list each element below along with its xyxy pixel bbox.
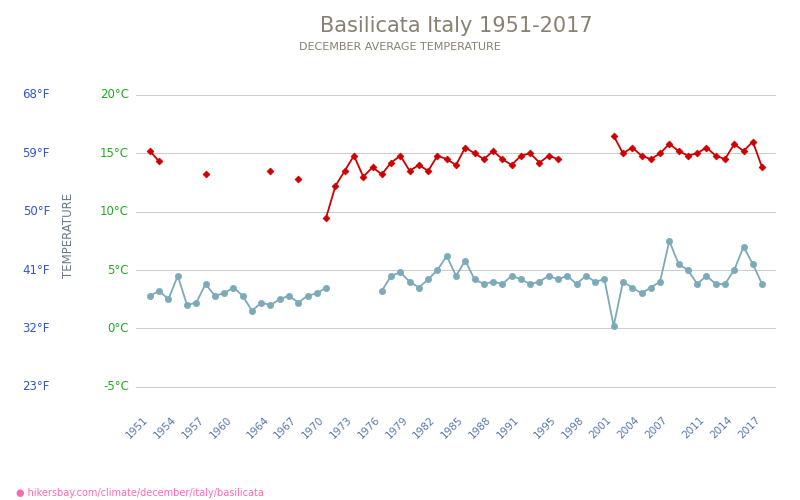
- Title: Basilicata Italy 1951-2017: Basilicata Italy 1951-2017: [320, 16, 592, 36]
- Legend: NIGHT, DAY: NIGHT, DAY: [384, 496, 528, 500]
- DAY: [433, 152, 442, 158]
- Text: 0°C: 0°C: [107, 322, 129, 335]
- NIGHT: [238, 292, 247, 298]
- NIGHT: [618, 278, 628, 284]
- NIGHT: [219, 290, 229, 296]
- Text: TEMPERATURE: TEMPERATURE: [62, 192, 75, 278]
- Text: 68°F: 68°F: [22, 88, 50, 102]
- Text: 23°F: 23°F: [22, 380, 50, 393]
- NIGHT: [720, 281, 730, 287]
- Text: DECEMBER AVERAGE TEMPERATURE: DECEMBER AVERAGE TEMPERATURE: [299, 42, 501, 52]
- DAY: [758, 164, 767, 170]
- Text: -5°C: -5°C: [103, 380, 129, 393]
- Text: 59°F: 59°F: [22, 147, 50, 160]
- NIGHT: [433, 267, 442, 273]
- DAY: [145, 148, 154, 154]
- Text: 41°F: 41°F: [22, 264, 50, 276]
- DAY: [618, 150, 628, 156]
- NIGHT: [758, 281, 767, 287]
- DAY: [405, 168, 414, 174]
- Text: 15°C: 15°C: [100, 147, 129, 160]
- Text: 10°C: 10°C: [100, 205, 129, 218]
- NIGHT: [145, 292, 154, 298]
- Text: 5°C: 5°C: [107, 264, 129, 276]
- Text: ● hikersbay.com/climate/december/italy/basilicata: ● hikersbay.com/climate/december/italy/b…: [16, 488, 264, 498]
- Text: 50°F: 50°F: [22, 205, 50, 218]
- NIGHT: [405, 278, 414, 284]
- Line: DAY: DAY: [147, 134, 765, 220]
- Text: 32°F: 32°F: [22, 322, 50, 335]
- Text: 20°C: 20°C: [100, 88, 129, 102]
- DAY: [720, 156, 730, 162]
- Line: NIGHT: NIGHT: [146, 238, 766, 329]
